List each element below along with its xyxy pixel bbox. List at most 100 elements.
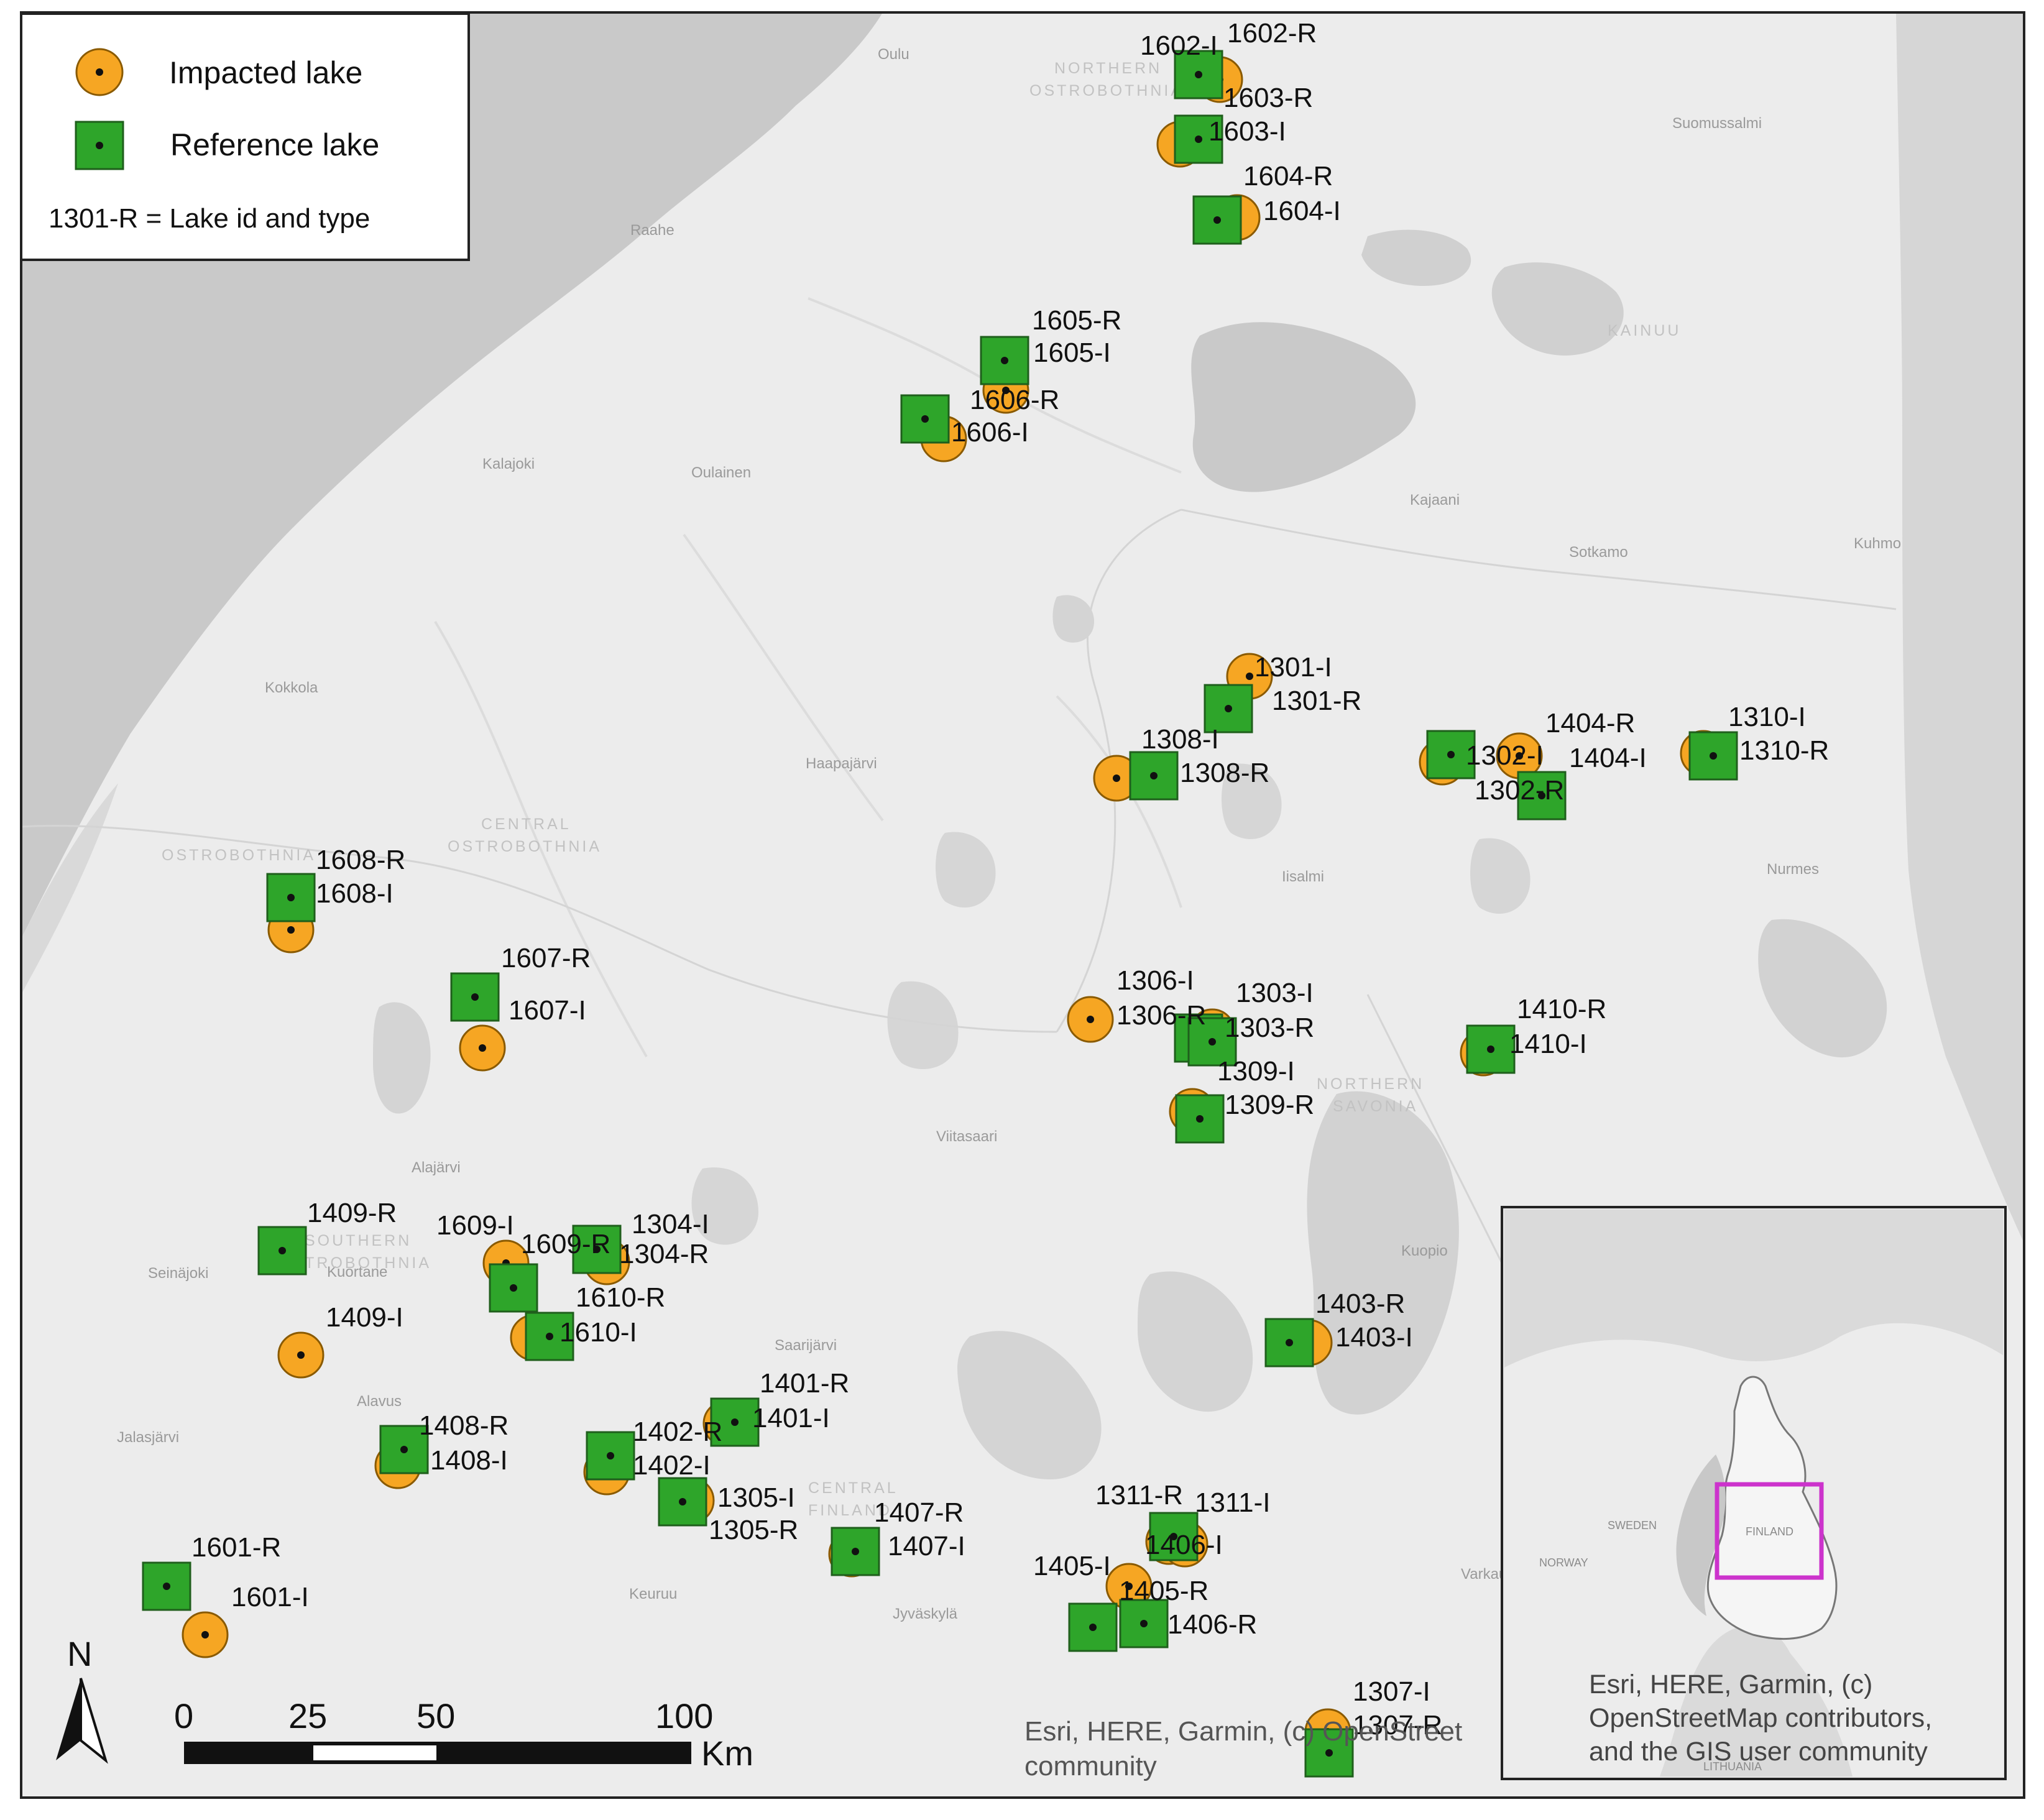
north-label: N xyxy=(67,1634,92,1673)
lake-label: 1403-R xyxy=(1315,1289,1405,1319)
place-label-oulainen: Oulainen xyxy=(691,464,751,481)
lake-center-dot xyxy=(679,1498,686,1505)
legend-impacted-icon xyxy=(75,48,124,96)
lake-label: 1602-I xyxy=(1140,30,1218,61)
reference-lake-marker xyxy=(1119,1599,1169,1648)
reference-lake-marker xyxy=(266,873,316,922)
place-label-kajaani: Kajaani xyxy=(1410,492,1460,508)
reference-lake-square xyxy=(1192,195,1242,245)
lake-label: 1405-I xyxy=(1033,1551,1111,1581)
lake-center-dot xyxy=(921,415,929,423)
lake-label: 1304-I xyxy=(632,1209,709,1239)
legend-impacted-dot xyxy=(96,68,103,76)
region-label-central-finland-1: CENTRAL xyxy=(808,1479,898,1497)
legend: Impacted lake Reference lake 1301-R = La… xyxy=(20,12,470,261)
map-frame xyxy=(20,11,2025,1799)
impacted-lake-marker xyxy=(182,1611,229,1658)
lake-east-1 xyxy=(1491,262,1624,356)
lake-center-dot xyxy=(1196,1115,1204,1123)
place-label-kuhmo: Kuhmo xyxy=(1854,535,1901,552)
impacted-lake-marker xyxy=(1067,996,1114,1043)
lake-label: 1309-I xyxy=(1217,1056,1295,1087)
region-label-central-ostrobothnia-2: OSTROBOTHNIA xyxy=(448,838,602,855)
lake-label: 1303-R xyxy=(1225,1013,1314,1043)
lake-label: 1402-R xyxy=(633,1417,722,1447)
inset-label-norway: NORWAY xyxy=(1539,1556,1588,1569)
lake-central-2 xyxy=(1222,763,1282,839)
lake-oulujarvi xyxy=(1191,322,1416,492)
place-label-oulu: Oulu xyxy=(878,46,909,63)
lake-label: 1302-I xyxy=(1466,740,1544,771)
lake-label: 1307-R xyxy=(1353,1710,1442,1740)
region-label-northern-savonia-2: SAVONIA xyxy=(1333,1098,1418,1115)
east-border-region xyxy=(1896,12,2024,1243)
legend-impacted-label: Impacted lake xyxy=(169,55,362,90)
reference-lake-marker xyxy=(142,1561,191,1611)
place-label-alajarvi: Alajärvi xyxy=(412,1159,461,1176)
place-label-kuopio: Kuopio xyxy=(1401,1243,1448,1259)
lake-center-dot xyxy=(1125,1583,1133,1590)
scale-bar: 0 25 50 100 Km xyxy=(174,1696,753,1773)
lake-label: 1602-R xyxy=(1227,18,1317,48)
lake-center-dot xyxy=(279,1247,286,1254)
place-labels: Oulu Raahe Kalajoki Oulainen Kajaani Sot… xyxy=(117,46,1901,1622)
lake-center-dot xyxy=(1002,387,1010,394)
legend-note: 1301-R = Lake id and type xyxy=(48,203,370,234)
reference-lake-marker xyxy=(1174,114,1223,164)
region-label-ostrobothnia: OSTROBOTHNIA xyxy=(162,847,316,864)
scale-bar-outline xyxy=(184,1742,691,1764)
impacted-lake-marker xyxy=(277,1331,325,1379)
north-arrow-left xyxy=(56,1678,81,1760)
reference-lake-marker xyxy=(1426,730,1476,779)
place-label-kokkola: Kokkola xyxy=(265,679,318,696)
river-line xyxy=(434,620,648,1057)
region-label-central-finland-2: FINLAND xyxy=(808,1502,892,1519)
inset-attribution-line-3: and the GIS user community xyxy=(1589,1737,1928,1767)
lake-label: 1302-R xyxy=(1475,775,1564,806)
reference-lake-marker xyxy=(710,1397,760,1447)
lake-label: 1608-R xyxy=(316,845,405,875)
lake-center-dot xyxy=(1170,1533,1177,1540)
lake-center-dot xyxy=(731,1418,739,1426)
region-label-northern-savonia-1: NORTHERN xyxy=(1317,1075,1424,1093)
place-label-suomussalmi: Suomussalmi xyxy=(1672,115,1762,132)
place-label-seinajoki: Seinäjoki xyxy=(148,1265,208,1282)
lake-label: 1403-I xyxy=(1335,1322,1413,1353)
reference-lake-marker xyxy=(1264,1318,1314,1367)
lake-center-dot xyxy=(1516,752,1523,760)
lake-label: 1601-I xyxy=(231,1582,309,1612)
place-label-keuruu: Keuruu xyxy=(629,1586,677,1602)
lake-label: 1310-I xyxy=(1728,702,1806,732)
place-label-kuortane: Kuortane xyxy=(327,1264,387,1280)
lake-center-dot xyxy=(1195,71,1202,78)
region-label-southern-ostrobothnia-1: SOUTHERN xyxy=(305,1232,412,1249)
lake-center-dot xyxy=(201,1631,209,1638)
lake-center-dot xyxy=(1710,752,1717,760)
reference-lake-square xyxy=(1149,1512,1199,1561)
scale-tick-25: 25 xyxy=(288,1696,327,1735)
reference-lake-marker xyxy=(1204,684,1253,733)
scale-tick-100: 100 xyxy=(655,1696,713,1735)
lake-center-dot xyxy=(287,894,295,901)
lake-label: 1305-R xyxy=(709,1515,798,1545)
lake-label: 1603-I xyxy=(1208,116,1286,147)
lake-label: 1408-R xyxy=(419,1410,509,1441)
lake-center-dot xyxy=(1001,357,1008,364)
lake-label: 1306-R xyxy=(1116,1000,1206,1031)
lake-center-dot xyxy=(1195,136,1202,143)
lake-south-central-2 xyxy=(1138,1271,1253,1412)
lake-label: 1603-R xyxy=(1223,83,1313,113)
lake-center-dot xyxy=(1246,673,1253,680)
inset-label-sweden: SWEDEN xyxy=(1608,1519,1657,1532)
lake-label: 1604-R xyxy=(1243,161,1333,191)
place-label-sotkamo: Sotkamo xyxy=(1569,544,1628,561)
lake-label: 1402-I xyxy=(633,1450,711,1481)
place-label-viitasaari: Viitasaari xyxy=(936,1128,997,1145)
lake-central-3 xyxy=(887,981,959,1069)
reference-lake-marker xyxy=(1129,751,1179,801)
lake-center-dot xyxy=(1089,1624,1097,1631)
reference-lake-marker xyxy=(980,336,1029,385)
lake-center-dot xyxy=(163,1583,170,1590)
